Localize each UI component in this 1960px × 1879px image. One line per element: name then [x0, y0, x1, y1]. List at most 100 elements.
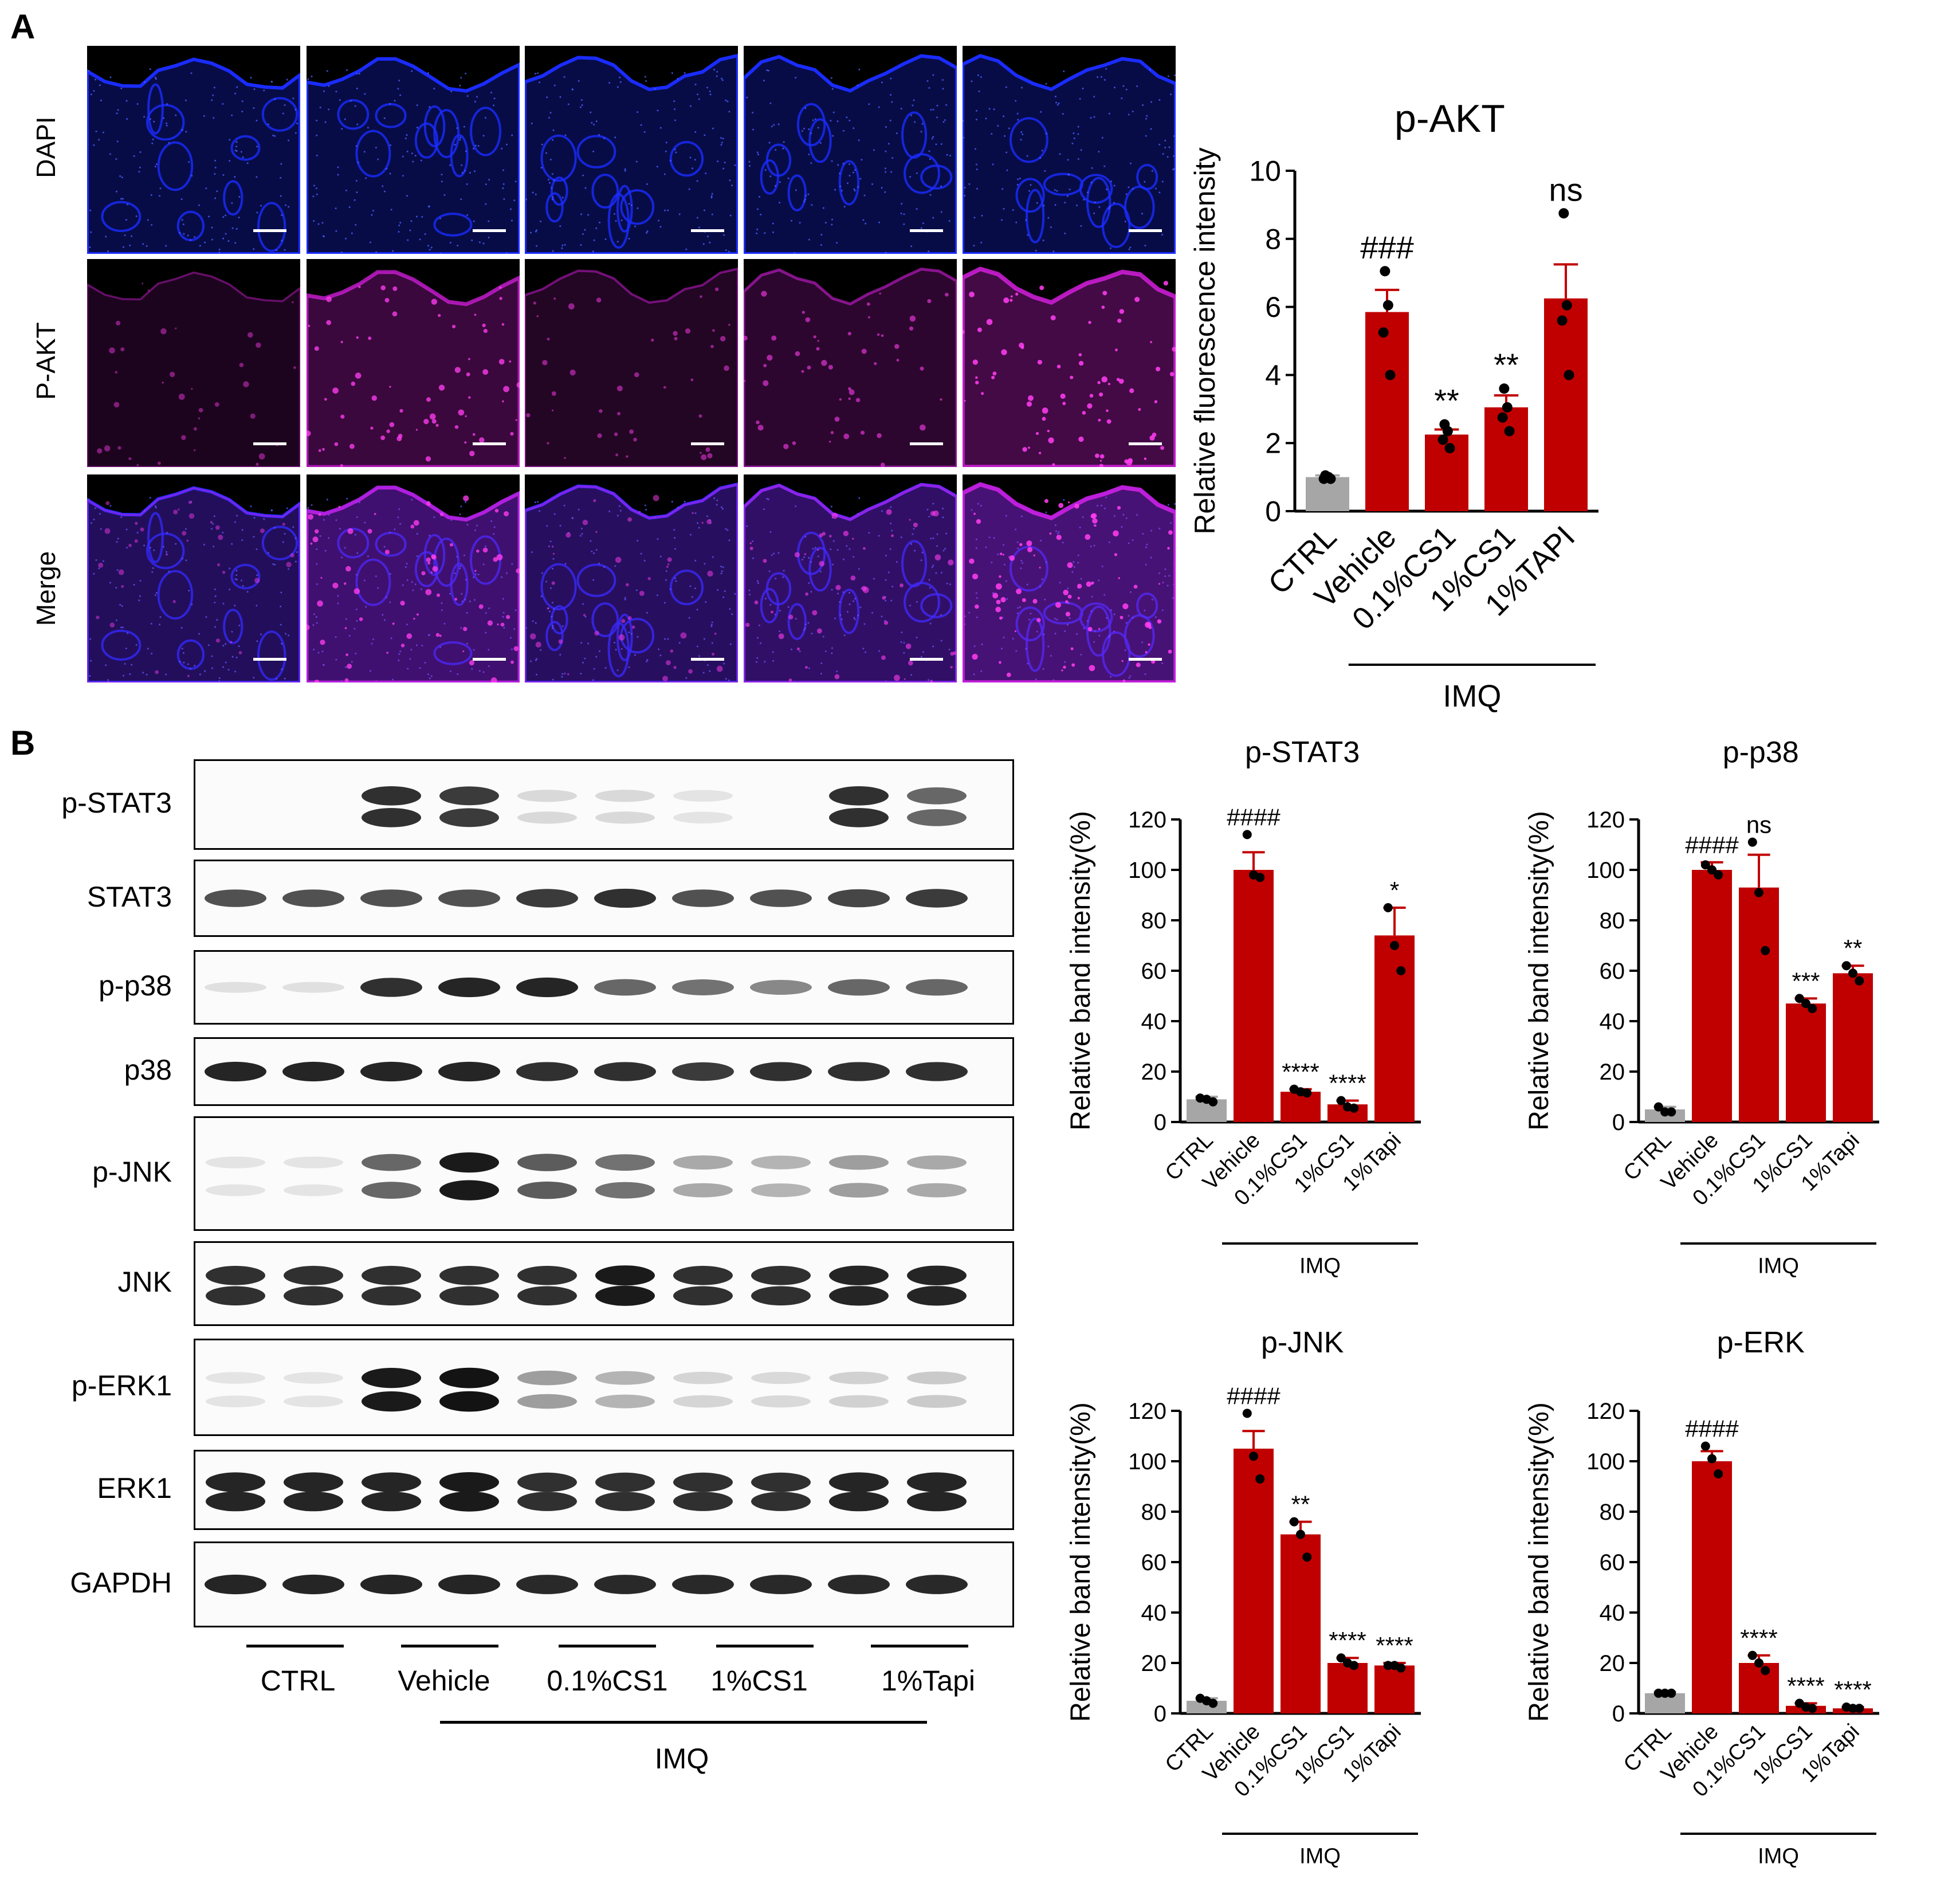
- bar: [1692, 870, 1732, 1122]
- data-point: [1349, 1661, 1359, 1670]
- data-point: [1442, 426, 1453, 437]
- panel-letter-b: B: [10, 724, 36, 762]
- lane-label-cs1-low: 0.1%CS1: [547, 1665, 668, 1697]
- y-tick-label: 100: [1128, 858, 1166, 883]
- imq-label: IMQ: [1443, 679, 1501, 713]
- data-point: [1747, 837, 1757, 847]
- bar: [1484, 407, 1528, 511]
- blot-label-gapdh: GAPDH: [70, 1567, 172, 1599]
- data-point: [1497, 412, 1508, 423]
- y-tick-label: 120: [1128, 807, 1166, 833]
- blot-strip-p-p38: [194, 950, 1014, 1025]
- lane-group-line: [246, 1645, 344, 1647]
- y-tick-label: 80: [1600, 1500, 1625, 1525]
- chart-p-stat3: p-STAT3 0 20 40 60 80 100 120 Relative band inte…: [1066, 736, 1421, 1278]
- data-point: [1242, 830, 1252, 840]
- significance-label: ****: [1376, 1632, 1413, 1659]
- blot-label-p-stat3: p-STAT3: [61, 787, 172, 819]
- chart-p-akt: p-AKT 0 2 4 6 8 10 Relative fluorescence intens…: [1189, 97, 1598, 713]
- significance-label: ####: [1685, 1415, 1739, 1442]
- data-point: [1667, 1107, 1676, 1117]
- data-point: [1761, 946, 1770, 955]
- bar: [1833, 973, 1873, 1122]
- data-point: [1714, 870, 1723, 880]
- data-point: [1855, 976, 1864, 986]
- data-point: [1336, 1096, 1346, 1105]
- micrograph-tile: [525, 46, 738, 254]
- y-tick-label: 80: [1600, 908, 1625, 933]
- bar: [1739, 887, 1779, 1122]
- y-tick-label: 6: [1265, 291, 1281, 323]
- imq-label: IMQ: [1299, 1254, 1341, 1278]
- y-tick-label: 60: [1141, 959, 1167, 984]
- data-point: [1336, 1653, 1346, 1663]
- blot-strip-erk1: [194, 1450, 1014, 1530]
- data-point: [1848, 1704, 1857, 1713]
- data-point: [1754, 888, 1763, 897]
- y-tick-label: 80: [1141, 908, 1167, 933]
- y-axis-label: Relative band intensity(%): [1066, 811, 1096, 1131]
- data-point: [1504, 426, 1515, 437]
- bar: [1692, 1461, 1732, 1713]
- data-point: [1396, 1663, 1406, 1673]
- micrograph-tile: [87, 259, 300, 467]
- row-label-pakt: P-AKT: [31, 322, 61, 400]
- lane-group-line: [871, 1645, 968, 1647]
- micrograph-tile: [307, 474, 520, 682]
- y-tick-label: 8: [1265, 223, 1281, 255]
- lane-label-vehicle: Vehicle: [398, 1665, 490, 1697]
- y-tick-label: 20: [1600, 1060, 1625, 1085]
- significance-label: ####: [1227, 803, 1281, 830]
- significance-label: ***: [1792, 967, 1820, 994]
- significance-label: **: [1494, 347, 1519, 383]
- data-point: [1289, 1517, 1299, 1527]
- bar: [1544, 298, 1588, 511]
- data-point: [1561, 300, 1572, 311]
- significance-label: ****: [1834, 1676, 1871, 1703]
- data-point: [1302, 1552, 1312, 1562]
- blot-imq-label: IMQ: [654, 1743, 709, 1775]
- data-point: [1660, 1107, 1670, 1117]
- y-tick-label: 2: [1265, 427, 1281, 460]
- y-tick-label: 100: [1586, 858, 1625, 883]
- bar: [1281, 1092, 1321, 1122]
- y-axis-label: Relative fluorescence intensity: [1189, 147, 1221, 534]
- micrograph-tile: [744, 474, 957, 682]
- y-tick-label: 60: [1141, 1550, 1167, 1575]
- micrograph-tile: [744, 259, 957, 467]
- chart-p-erk: p-ERK 0 20 40 60 80 100 120 Relative band intens…: [1524, 1326, 1879, 1868]
- data-point: [1700, 860, 1710, 870]
- bar: [1281, 1534, 1321, 1713]
- data-point: [1255, 1474, 1265, 1484]
- micrograph-tile: [963, 46, 1176, 254]
- chart-title: p-p38: [1723, 736, 1799, 769]
- data-point: [1855, 1704, 1864, 1713]
- chart-p-p38: p-p38 0 20 40 60 80 100 120 Relative band intens…: [1524, 736, 1879, 1278]
- blot-label-stat3: STAT3: [87, 880, 172, 913]
- data-point: [1747, 1650, 1757, 1660]
- significance-label: ****: [1329, 1070, 1366, 1097]
- blot-strip-p-erk1: [194, 1339, 1014, 1436]
- data-point: [1794, 994, 1804, 1003]
- y-tick-label: 40: [1600, 1601, 1625, 1626]
- data-point: [1660, 1688, 1670, 1698]
- bar: [1327, 1663, 1368, 1713]
- y-tick-label: 60: [1600, 1550, 1625, 1575]
- y-axis-label: Relative band intensity(%): [1066, 1402, 1096, 1722]
- y-tick-label: 0: [1154, 1110, 1166, 1135]
- y-tick-label: 40: [1141, 1601, 1167, 1626]
- blot-strip-p38: [194, 1037, 1014, 1106]
- significance-label: **: [1434, 383, 1459, 419]
- bar: [1234, 1449, 1274, 1713]
- data-point: [1255, 873, 1265, 882]
- significance-label: *: [1390, 877, 1399, 904]
- blot-label-p-erk1: p-ERK1: [71, 1370, 172, 1402]
- chart-title: p-AKT: [1395, 97, 1505, 140]
- micrograph-tile: [963, 474, 1176, 682]
- data-point: [1302, 1088, 1312, 1098]
- data-point: [1714, 1469, 1723, 1478]
- lane-group-line: [716, 1645, 814, 1647]
- bar: [1234, 870, 1274, 1122]
- significance-label: ####: [1685, 831, 1739, 858]
- data-point: [1808, 1004, 1817, 1013]
